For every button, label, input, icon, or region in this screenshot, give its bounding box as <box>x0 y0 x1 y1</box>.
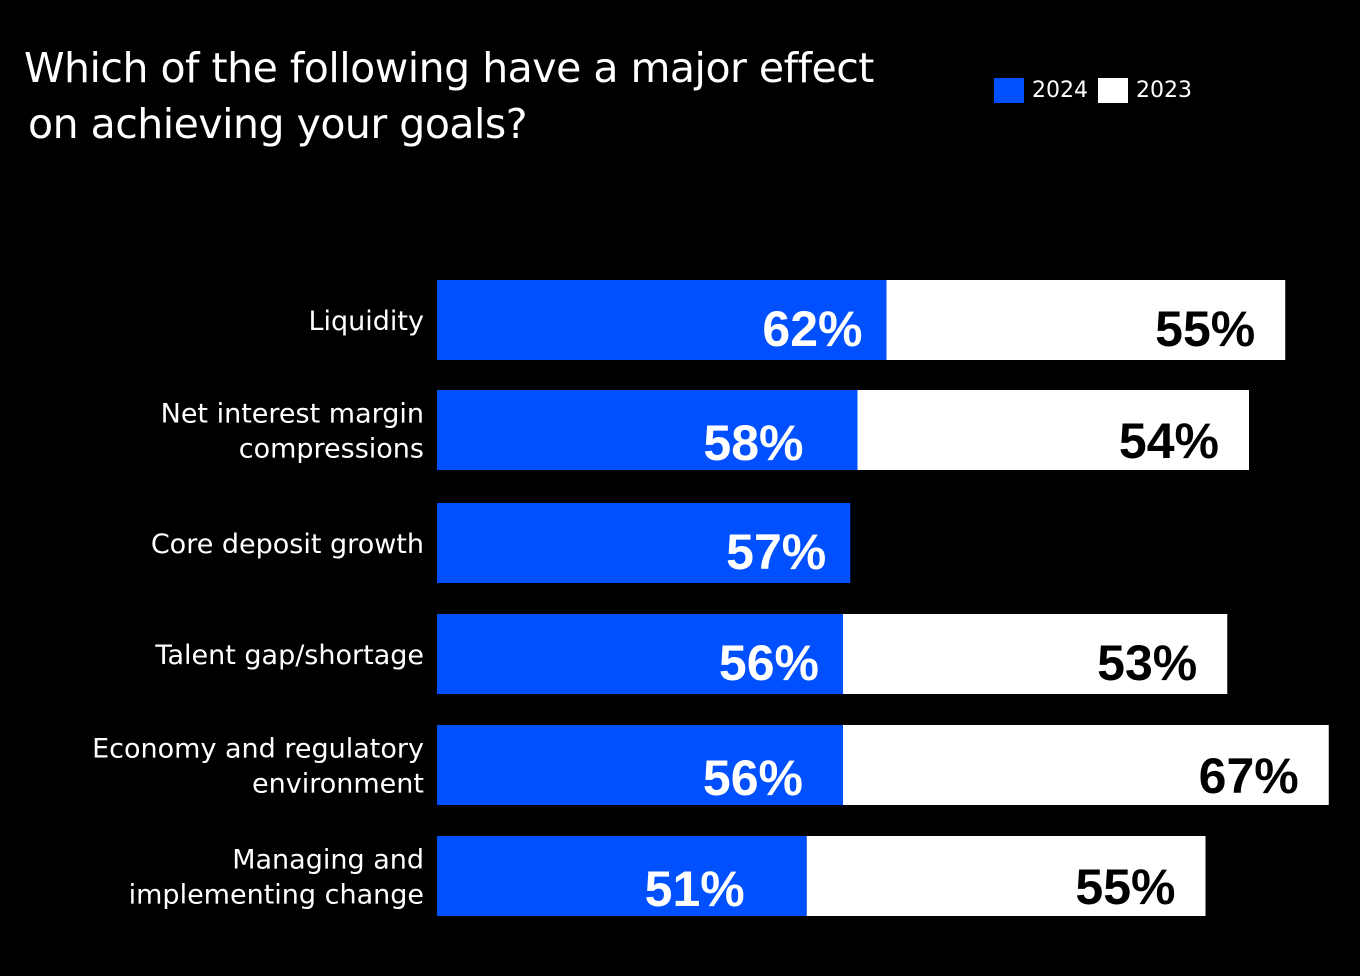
bar-2024 <box>437 614 843 694</box>
data-label-2024: 56% <box>719 635 819 691</box>
category-label: compressions <box>239 434 424 465</box>
bar-2023 <box>857 390 1249 470</box>
bar-2023 <box>806 836 1206 916</box>
data-label-2023: 53% <box>1097 635 1197 691</box>
chart-title: Which of the following have a major effe… <box>24 40 874 152</box>
category-label: implementing change <box>129 880 424 911</box>
bar-2024 <box>437 725 843 805</box>
category-label: environment <box>252 769 424 800</box>
bar-2023 <box>843 614 1228 694</box>
data-label-2023: 55% <box>1075 859 1175 915</box>
data-label-2024: 58% <box>703 415 803 471</box>
chart-title-line-1: Which of the following have a major effe… <box>24 44 874 92</box>
chart-title-line-2: on achieving your goals? <box>28 100 528 148</box>
data-label-2024: 51% <box>645 861 745 917</box>
legend: 2024 2023 <box>994 78 1202 103</box>
category-label: Liquidity <box>308 306 424 337</box>
bar-2024 <box>437 836 807 916</box>
legend-item-2023: 2023 <box>1098 78 1192 103</box>
data-label-2023: 67% <box>1199 748 1299 804</box>
category-label: Managing and <box>232 845 424 876</box>
bar-2023 <box>843 725 1329 805</box>
data-label-2024: 57% <box>726 524 826 580</box>
legend-swatch-2023 <box>1098 78 1128 103</box>
category-label: Core deposit growth <box>151 529 424 560</box>
bar-2024 <box>437 280 887 360</box>
legend-item-2024: 2024 <box>994 78 1088 103</box>
bar-2023 <box>886 280 1286 360</box>
data-label-2023: 55% <box>1155 301 1255 357</box>
legend-swatch-2024 <box>994 78 1024 103</box>
category-label: Net interest margin <box>161 399 424 430</box>
bar-2024 <box>437 390 858 470</box>
bar-2024 <box>437 503 851 583</box>
category-label: Economy and regulatory <box>92 734 424 765</box>
data-label-2024: 62% <box>762 301 862 357</box>
legend-label-2023: 2023 <box>1136 78 1192 103</box>
data-label-2024: 56% <box>703 750 803 806</box>
legend-label-2024: 2024 <box>1032 78 1088 103</box>
category-label: Talent gap/shortage <box>154 640 424 671</box>
data-label-2023: 54% <box>1119 413 1219 469</box>
